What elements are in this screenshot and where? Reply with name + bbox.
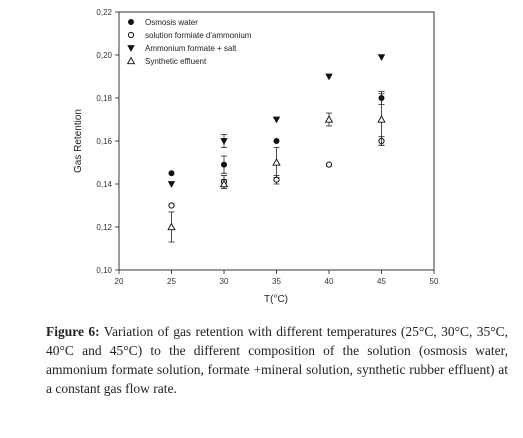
data-point (377, 115, 386, 123)
legend-label: Osmosis water (145, 18, 198, 27)
y-tick-label: 0,12 (96, 223, 112, 232)
data-point (220, 138, 228, 145)
y-tick-label: 0,16 (96, 137, 112, 146)
data-point (272, 158, 281, 166)
legend-marker (127, 45, 135, 52)
legend-label: solution formiate d'ammonium (145, 31, 252, 40)
legend-marker (127, 31, 135, 39)
y-tick-label: 0,14 (96, 180, 112, 189)
data-point (325, 73, 333, 81)
x-tick-label: 25 (167, 277, 176, 286)
x-tick-label: 40 (325, 277, 334, 286)
data-point (167, 222, 176, 231)
caption-label: Figure 6: (46, 324, 100, 339)
data-point (167, 181, 176, 188)
y-tick-label: 0,22 (96, 8, 112, 17)
y-axis-title: Gas Retention (73, 109, 84, 173)
gas-retention-chart: 20 25 30 35 40 45 50 0,100,120,140,160,180,200… (73, 8, 439, 305)
data-point (272, 116, 281, 124)
data-point (273, 137, 280, 144)
x-tick-label: 50 (430, 277, 439, 286)
caption-text: Variation of gas retention with differen… (46, 324, 508, 396)
legend-label: Ammonium formate + salt (145, 44, 237, 53)
y-tick-label: 0,18 (96, 94, 112, 103)
y-axis: 0,10 0,12 0,14 0,16 0,18 0,20 0,22 (96, 8, 119, 275)
legend: Osmosis water solution formiate d'ammoniu… (126, 18, 252, 66)
data-point (168, 170, 175, 177)
y-tick-label: 0,10 (96, 266, 112, 275)
y-tick-label: 0,20 (96, 51, 112, 60)
x-axis: 20 25 30 35 40 45 50 (115, 270, 439, 286)
legend-label: Synthetic effluent (145, 57, 207, 66)
x-tick-label: 20 (115, 277, 124, 286)
x-tick-label: 45 (377, 277, 386, 286)
data-point (220, 161, 227, 168)
series-3 (167, 93, 386, 243)
legend-marker (127, 18, 134, 25)
data-point (324, 115, 334, 123)
data-point (377, 54, 386, 61)
data-point (325, 161, 333, 168)
x-tick-label: 35 (272, 277, 281, 286)
series-2 (167, 54, 386, 188)
x-axis-title: T(°C) (264, 294, 288, 305)
data-point (219, 179, 229, 188)
legend-marker (126, 56, 136, 65)
data-series (167, 54, 386, 243)
data-point (168, 202, 175, 209)
x-tick-label: 30 (220, 277, 229, 286)
figure-caption: Figure 6: Variation of gas retention wit… (46, 322, 508, 398)
